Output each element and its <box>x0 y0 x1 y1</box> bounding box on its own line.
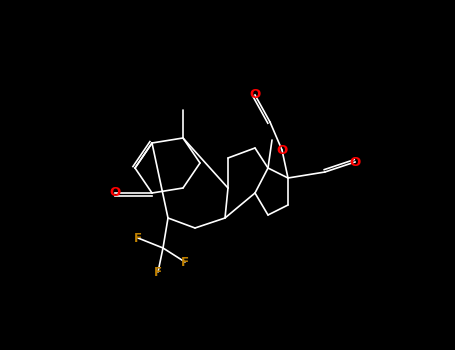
Text: F: F <box>181 256 189 268</box>
Text: O: O <box>109 187 121 199</box>
Text: O: O <box>249 89 261 101</box>
Text: O: O <box>276 144 288 156</box>
Text: F: F <box>134 231 142 245</box>
Text: F: F <box>154 266 162 279</box>
Text: O: O <box>349 155 361 168</box>
